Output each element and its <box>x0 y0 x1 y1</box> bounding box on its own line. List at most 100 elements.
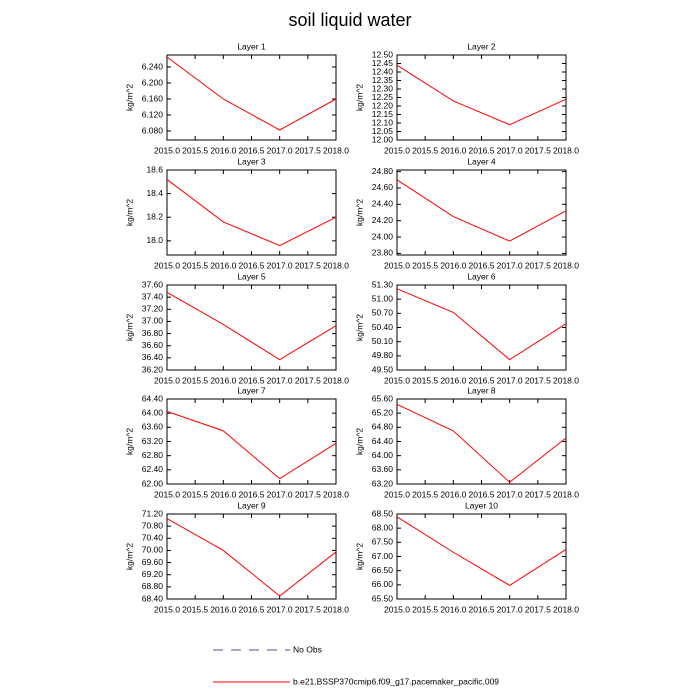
x-tick-label: 2015.0 <box>154 604 180 614</box>
panel-title: Layer 9 <box>237 500 266 510</box>
plot-frame <box>396 513 567 600</box>
y-tick-label: 37.00 <box>142 316 164 326</box>
plot-frame <box>396 169 567 256</box>
y-tick-label: 6.200 <box>142 77 164 87</box>
panel-title: Layer 5 <box>237 271 266 281</box>
y-tick-label: 50.40 <box>372 322 394 332</box>
x-tick-label: 2016.0 <box>210 145 236 155</box>
x-tick-label: 2015.5 <box>412 604 438 614</box>
y-tick-label: 64.40 <box>142 393 164 403</box>
panel-title: Layer 10 <box>465 500 498 510</box>
y-tick-label: 18.6 <box>146 164 163 174</box>
y-tick-label: 64.80 <box>372 422 394 432</box>
x-tick-label: 2016.0 <box>210 604 236 614</box>
x-tick-label: 2018.0 <box>323 260 349 270</box>
panel-title: Layer 2 <box>467 41 496 51</box>
plot-frame <box>166 398 337 485</box>
x-tick-label: 2015.0 <box>384 145 410 155</box>
series-line <box>166 518 337 597</box>
x-tick-label: 2017.5 <box>525 489 551 499</box>
x-tick-label: 2015.5 <box>412 145 438 155</box>
series-line <box>396 64 567 126</box>
plot-frame <box>166 284 337 371</box>
x-tick-label: 2015.5 <box>182 375 208 385</box>
y-tick-label: 24.80 <box>372 166 394 176</box>
panel-title: Layer 8 <box>467 385 496 395</box>
y-tick-label: 18.0 <box>146 235 163 245</box>
y-tick-label: 68.40 <box>142 593 164 603</box>
y-tick-label: 62.40 <box>142 464 164 474</box>
series-line <box>166 410 337 480</box>
y-tick-label: 65.50 <box>372 593 394 603</box>
y-tick-label: 12.05 <box>372 126 394 136</box>
y-tick-label: 12.10 <box>372 117 394 127</box>
x-tick-label: 2017.5 <box>295 260 321 270</box>
chart-title: soil liquid water <box>288 10 411 30</box>
y-tick-label: 23.80 <box>372 248 394 258</box>
y-tick-label: 6.080 <box>142 125 164 135</box>
y-tick-label: 12.35 <box>372 75 394 85</box>
x-tick-label: 2016.5 <box>239 604 265 614</box>
y-tick-label: 12.45 <box>372 58 394 68</box>
x-tick-label: 2015.0 <box>384 375 410 385</box>
y-tick-label: 70.00 <box>142 545 164 555</box>
x-tick-label: 2016.5 <box>469 260 495 270</box>
y-axis-label: kg/m^2 <box>124 543 134 570</box>
x-tick-label: 2018.0 <box>553 375 579 385</box>
y-axis-label: kg/m^2 <box>354 428 364 455</box>
x-tick-label: 2015.0 <box>384 604 410 614</box>
y-tick-label: 24.60 <box>372 182 394 192</box>
x-tick-label: 2017.5 <box>525 260 551 270</box>
plot-frame <box>396 398 567 485</box>
x-tick-label: 2016.5 <box>239 145 265 155</box>
x-tick-label: 2015.0 <box>384 489 410 499</box>
y-tick-label: 12.00 <box>372 134 394 144</box>
series-line <box>166 56 337 131</box>
x-tick-label: 2017.0 <box>267 604 293 614</box>
y-tick-label: 6.240 <box>142 61 164 71</box>
y-axis-label: kg/m^2 <box>354 84 364 111</box>
y-axis-label: kg/m^2 <box>124 428 134 455</box>
x-tick-label: 2018.0 <box>323 489 349 499</box>
panel-title: Layer 3 <box>237 156 266 166</box>
y-axis-label: kg/m^2 <box>354 543 364 570</box>
plot-frame <box>166 513 337 600</box>
y-tick-label: 6.120 <box>142 109 164 119</box>
y-tick-label: 65.60 <box>372 393 394 403</box>
series-line <box>396 403 567 483</box>
y-tick-label: 69.60 <box>142 557 164 567</box>
y-tick-label: 67.00 <box>372 551 394 561</box>
y-tick-label: 6.160 <box>142 93 164 103</box>
y-tick-label: 66.50 <box>372 565 394 575</box>
legend-label: No Obs <box>293 644 322 654</box>
x-tick-label: 2016.0 <box>210 489 236 499</box>
x-tick-label: 2018.0 <box>553 260 579 270</box>
x-tick-label: 2016.5 <box>239 260 265 270</box>
y-tick-label: 51.00 <box>372 293 394 303</box>
x-tick-label: 2015.0 <box>154 260 180 270</box>
x-tick-label: 2018.0 <box>323 375 349 385</box>
x-tick-label: 2016.5 <box>469 489 495 499</box>
x-tick-label: 2015.0 <box>154 375 180 385</box>
y-tick-label: 12.25 <box>372 92 394 102</box>
y-tick-label: 12.15 <box>372 109 394 119</box>
y-tick-label: 63.20 <box>142 436 164 446</box>
y-tick-label: 63.60 <box>372 464 394 474</box>
y-tick-label: 50.70 <box>372 308 394 318</box>
y-tick-label: 70.40 <box>142 533 164 543</box>
y-tick-label: 51.30 <box>372 279 394 289</box>
x-tick-label: 2017.0 <box>267 489 293 499</box>
y-tick-label: 12.20 <box>372 100 394 110</box>
x-tick-label: 2017.5 <box>295 145 321 155</box>
y-axis-label: kg/m^2 <box>124 84 134 111</box>
panel-title: Layer 1 <box>237 41 266 51</box>
series-line <box>166 291 337 361</box>
y-axis-label: kg/m^2 <box>124 199 134 226</box>
y-tick-label: 49.50 <box>372 364 394 374</box>
y-tick-label: 18.2 <box>146 211 163 221</box>
x-tick-label: 2016.0 <box>440 260 466 270</box>
series-line <box>166 179 337 247</box>
y-axis-label: kg/m^2 <box>124 314 134 341</box>
y-tick-label: 62.00 <box>142 478 164 488</box>
